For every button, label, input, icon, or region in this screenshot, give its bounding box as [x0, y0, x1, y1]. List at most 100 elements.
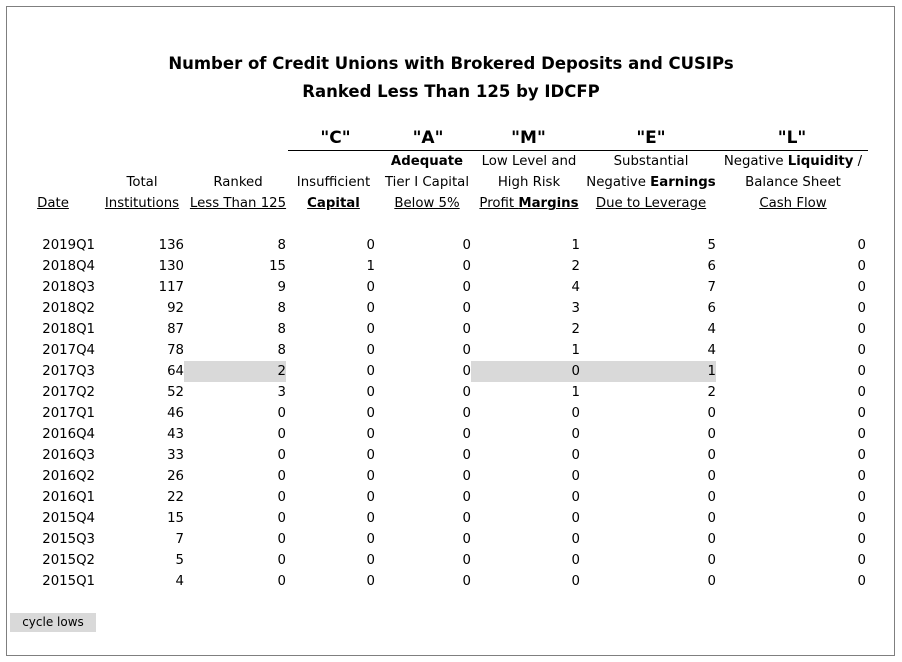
cell-tier: 0 [462, 553, 471, 568]
cell-tier: 0 [462, 280, 471, 295]
cell-total: 87 [167, 322, 184, 337]
cell-tier: 0 [462, 469, 471, 484]
cell-tier: 0 [462, 406, 471, 421]
cell-total: 33 [167, 448, 184, 463]
cell-ranked: 0 [277, 448, 286, 463]
header-date: Date [37, 196, 69, 211]
cell-capital: 0 [366, 301, 375, 316]
cell-earnings: 0 [707, 532, 716, 547]
cell-margins: 0 [471, 361, 580, 382]
cell-liquidity: 0 [857, 427, 866, 442]
cell-ranked: 0 [277, 553, 286, 568]
header-earnings-l3: Due to Leverage [595, 196, 707, 211]
header-total-l2: Institutions [104, 196, 180, 211]
cell-capital: 0 [366, 238, 375, 253]
cell-capital: 0 [366, 406, 375, 421]
cell-liquidity: 0 [857, 259, 866, 274]
cell-tier: 0 [462, 238, 471, 253]
cell-liquidity: 0 [857, 532, 866, 547]
table-row: 2015Q2 5 0 0 0 0 0 0 [0, 550, 866, 571]
cell-liquidity: 0 [857, 280, 866, 295]
cell-tier: 0 [462, 301, 471, 316]
table-row: 2017Q1 46 0 0 0 0 0 0 [0, 403, 866, 424]
cell-date: 2016Q1 [42, 490, 95, 505]
cell-total: 130 [158, 259, 184, 274]
cell-capital: 0 [366, 343, 375, 358]
cell-liquidity: 0 [857, 406, 866, 421]
cell-ranked: 8 [277, 322, 286, 337]
table-row: 2016Q4 43 0 0 0 0 0 0 [0, 424, 866, 445]
header-margins-l3a: Profit [479, 196, 519, 211]
cell-earnings: 0 [707, 553, 716, 568]
cell-total: 5 [175, 553, 184, 568]
title-line-2: Ranked Less Than 125 by IDCFP [302, 82, 600, 101]
cell-ranked: 8 [277, 301, 286, 316]
cell-margins: 1 [571, 343, 580, 358]
cell-liquidity: 0 [857, 343, 866, 358]
cell-total: 7 [175, 532, 184, 547]
cell-tier: 0 [462, 343, 471, 358]
table-row: 2016Q3 33 0 0 0 0 0 0 [0, 445, 866, 466]
cell-liquidity: 0 [857, 322, 866, 337]
cell-margins: 0 [571, 511, 580, 526]
cell-tier: 0 [462, 490, 471, 505]
cell-earnings: 0 [707, 574, 716, 589]
cell-earnings: 7 [707, 280, 716, 295]
cell-liquidity: 0 [857, 301, 866, 316]
table-row: 2018Q3 117 9 0 0 4 7 0 [0, 277, 866, 298]
header-margins-l3b: Margins [518, 196, 579, 211]
cell-date: 2015Q1 [42, 574, 95, 589]
cell-earnings: 0 [707, 448, 716, 463]
cell-earnings: 6 [707, 259, 716, 274]
cell-date: 2018Q1 [42, 322, 95, 337]
cell-ranked: 0 [277, 406, 286, 421]
letter-c: "C" [320, 128, 351, 148]
camel-header-rule [288, 150, 868, 151]
cell-date: 2018Q3 [42, 280, 95, 295]
cell-capital: 0 [366, 364, 375, 379]
table-row: 2018Q1 87 8 0 0 2 4 0 [0, 319, 866, 340]
cell-ranked: 3 [277, 385, 286, 400]
header-earnings-l2a: Negative [586, 175, 651, 190]
table-row: 2015Q1 4 0 0 0 0 0 0 [0, 571, 866, 592]
cell-earnings: 5 [707, 238, 716, 253]
cell-date: 2018Q4 [42, 259, 95, 274]
header-earnings-l2: Negative Earnings [585, 175, 717, 190]
cell-date: 2015Q3 [42, 532, 95, 547]
cell-earnings: 2 [707, 385, 716, 400]
cell-total: 136 [158, 238, 184, 253]
cell-capital: 0 [366, 532, 375, 547]
header-liquidity-l3: Cash Flow [759, 196, 827, 211]
cell-date: 2018Q2 [42, 301, 95, 316]
cell-tier: 0 [462, 259, 471, 274]
legend-cycle-lows: cycle lows [10, 613, 96, 632]
cell-tier: 0 [462, 532, 471, 547]
cell-total: 46 [167, 406, 184, 421]
cell-ranked: 0 [277, 427, 286, 442]
cell-date: 2017Q1 [42, 406, 95, 421]
cell-tier: 0 [462, 448, 471, 463]
cell-date: 2016Q4 [42, 427, 95, 442]
cell-margins: 0 [571, 427, 580, 442]
letter-m: "M" [511, 128, 546, 148]
cell-total: 22 [167, 490, 184, 505]
letter-a: "A" [412, 128, 444, 148]
cell-date: 2016Q3 [42, 448, 95, 463]
cell-earnings: 4 [707, 343, 716, 358]
data-table: 2019Q1 136 8 0 0 1 5 0 2018Q4 130 15 1 0 2 6 0 2018Q3 117… [0, 235, 866, 592]
cell-tier: 0 [462, 364, 471, 379]
cell-liquidity: 0 [857, 238, 866, 253]
cell-total: 92 [167, 301, 184, 316]
header-total-l1: Total [126, 175, 158, 190]
cell-earnings: 0 [707, 406, 716, 421]
cell-liquidity: 0 [857, 469, 866, 484]
cell-ranked: 15 [269, 259, 286, 274]
cell-margins: 4 [571, 280, 580, 295]
cell-total: 43 [167, 427, 184, 442]
cell-liquidity: 0 [857, 385, 866, 400]
cell-total: 117 [158, 280, 184, 295]
cell-ranked: 0 [277, 469, 286, 484]
header-margins-l3: Profit Margins [477, 196, 581, 211]
cell-earnings: 6 [707, 301, 716, 316]
cell-total: 4 [175, 574, 184, 589]
